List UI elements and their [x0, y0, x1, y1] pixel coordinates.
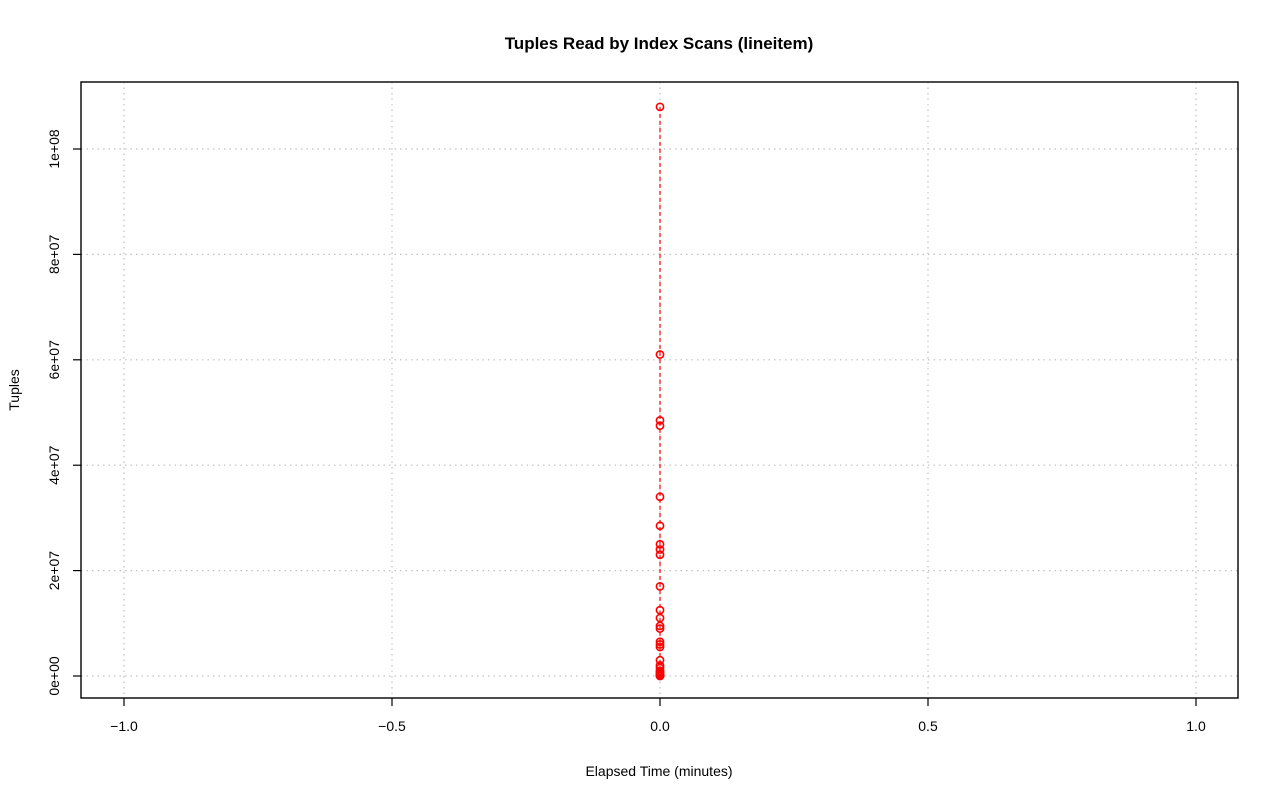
- data-point: [655, 416, 665, 425]
- data-point: [655, 350, 665, 359]
- chart-title: Tuples Read by Index Scans (lineitem): [505, 34, 814, 53]
- y-tick-label: 6e+07: [46, 340, 62, 380]
- y-tick-label: 4e+07: [46, 445, 62, 485]
- data-point: [655, 492, 665, 502]
- x-axis: −1.0 −0.5 0.0 0.5 1.0: [110, 698, 1206, 734]
- y-axis-label: Tuples: [6, 369, 22, 411]
- x-axis-label: Elapsed Time (minutes): [585, 763, 732, 779]
- data-point: [655, 102, 665, 112]
- data-point: [655, 521, 665, 531]
- data-point: [655, 550, 665, 560]
- data-point: [655, 539, 665, 549]
- y-axis: 0e+00 2e+07 4e+07 6e+07 8e+07 1e+08: [46, 129, 81, 696]
- series-layer: [655, 102, 665, 681]
- data-point: [655, 621, 665, 631]
- data-point: [655, 545, 665, 554]
- data-point: [655, 642, 665, 652]
- x-tick-label: 1.0: [1186, 718, 1206, 734]
- y-tick-label: 8e+07: [46, 235, 62, 275]
- data-point: [655, 582, 665, 591]
- x-tick-label: 0.5: [918, 718, 938, 734]
- x-tick-label: −0.5: [378, 718, 406, 734]
- y-tick-label: 2e+07: [46, 551, 62, 591]
- data-point: [655, 421, 665, 431]
- y-tick-label: 0e+00: [46, 656, 62, 696]
- y-tick-label: 1e+08: [46, 129, 62, 169]
- data-point: [655, 624, 665, 633]
- data-point: [655, 671, 665, 681]
- data-point: [655, 639, 665, 649]
- data-point: [655, 637, 665, 647]
- x-tick-label: −1.0: [110, 718, 138, 734]
- x-tick-label: 0.0: [650, 718, 670, 734]
